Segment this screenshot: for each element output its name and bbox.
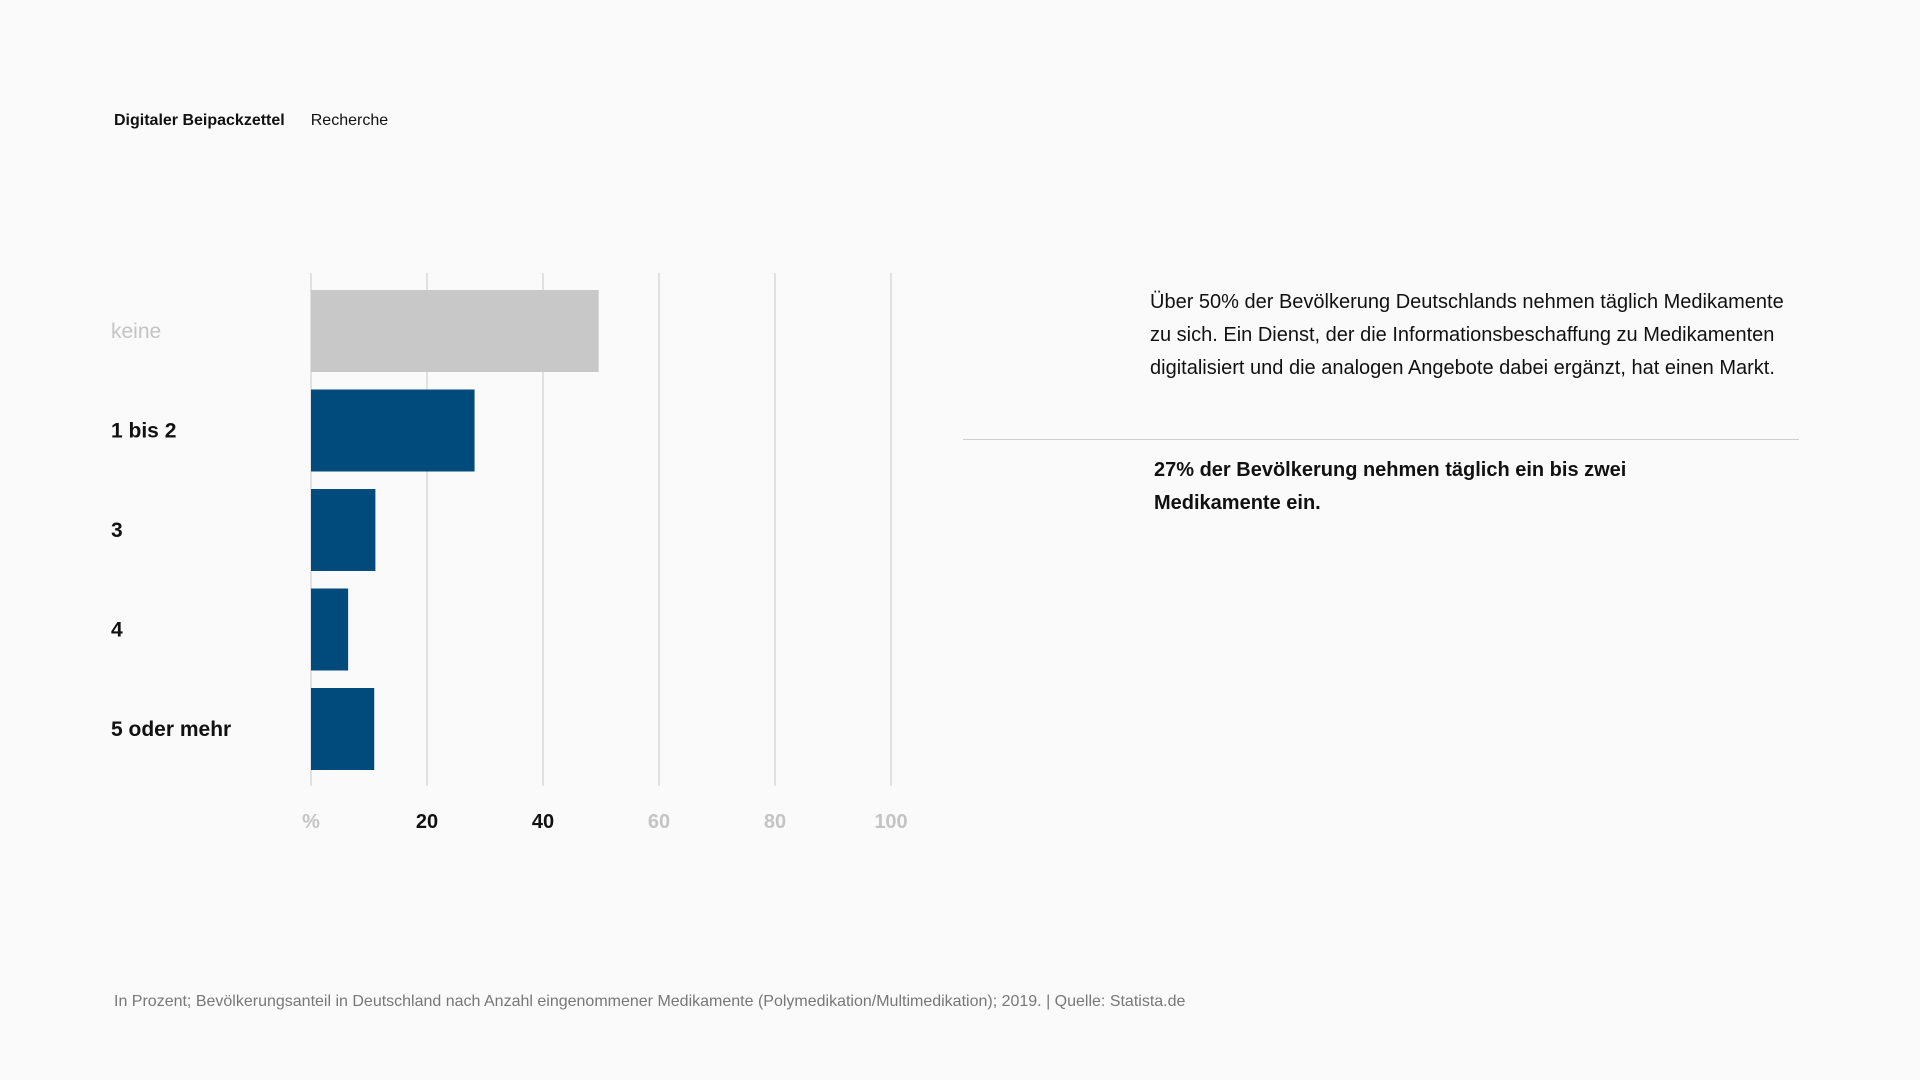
bar <box>311 489 376 571</box>
bar-chart: keine 1 bis 2 3 4 5 oder mehr % 20 40 60 80 100 <box>0 0 960 900</box>
x-tick-label: % <box>302 811 320 833</box>
bar-layer <box>311 290 599 770</box>
header: Digitaler Beipackzettel Recherche <box>114 112 388 130</box>
x-tick-label: 20 <box>416 811 438 833</box>
category-label-layer: keine 1 bis 2 3 4 5 oder mehr <box>111 320 231 741</box>
section-title: Recherche <box>310 112 389 129</box>
project-title: Digitaler Beipackzettel <box>114 112 285 129</box>
bar <box>311 290 599 372</box>
category-label: keine <box>111 320 161 343</box>
category-label: 3 <box>111 519 123 542</box>
bar-chart-svg: keine 1 bis 2 3 4 5 oder mehr % 20 40 60 80 100 <box>111 273 908 833</box>
category-label: 1 bis 2 <box>111 420 176 443</box>
x-tick-label: 100 <box>874 811 907 833</box>
highlight-text: 27% der Bevölkerung nehmen täglich ein b… <box>1154 459 1627 514</box>
category-label: 4 <box>111 619 123 642</box>
bar <box>311 588 349 671</box>
category-label: 5 oder mehr <box>111 718 231 741</box>
x-tick-label: 60 <box>648 811 670 833</box>
source-note: In Prozent; Bevölkerungsanteil in Deutsc… <box>114 993 1186 1010</box>
divider <box>963 439 1799 440</box>
description-text: Über 50% der Bevölkerung Deutschlands ne… <box>1150 291 1784 379</box>
x-tick-label: 40 <box>532 811 554 833</box>
tick-label-layer: % 20 40 60 80 100 <box>302 811 908 833</box>
x-tick-label: 80 <box>764 811 786 833</box>
bar <box>311 389 475 472</box>
bar <box>311 688 375 770</box>
